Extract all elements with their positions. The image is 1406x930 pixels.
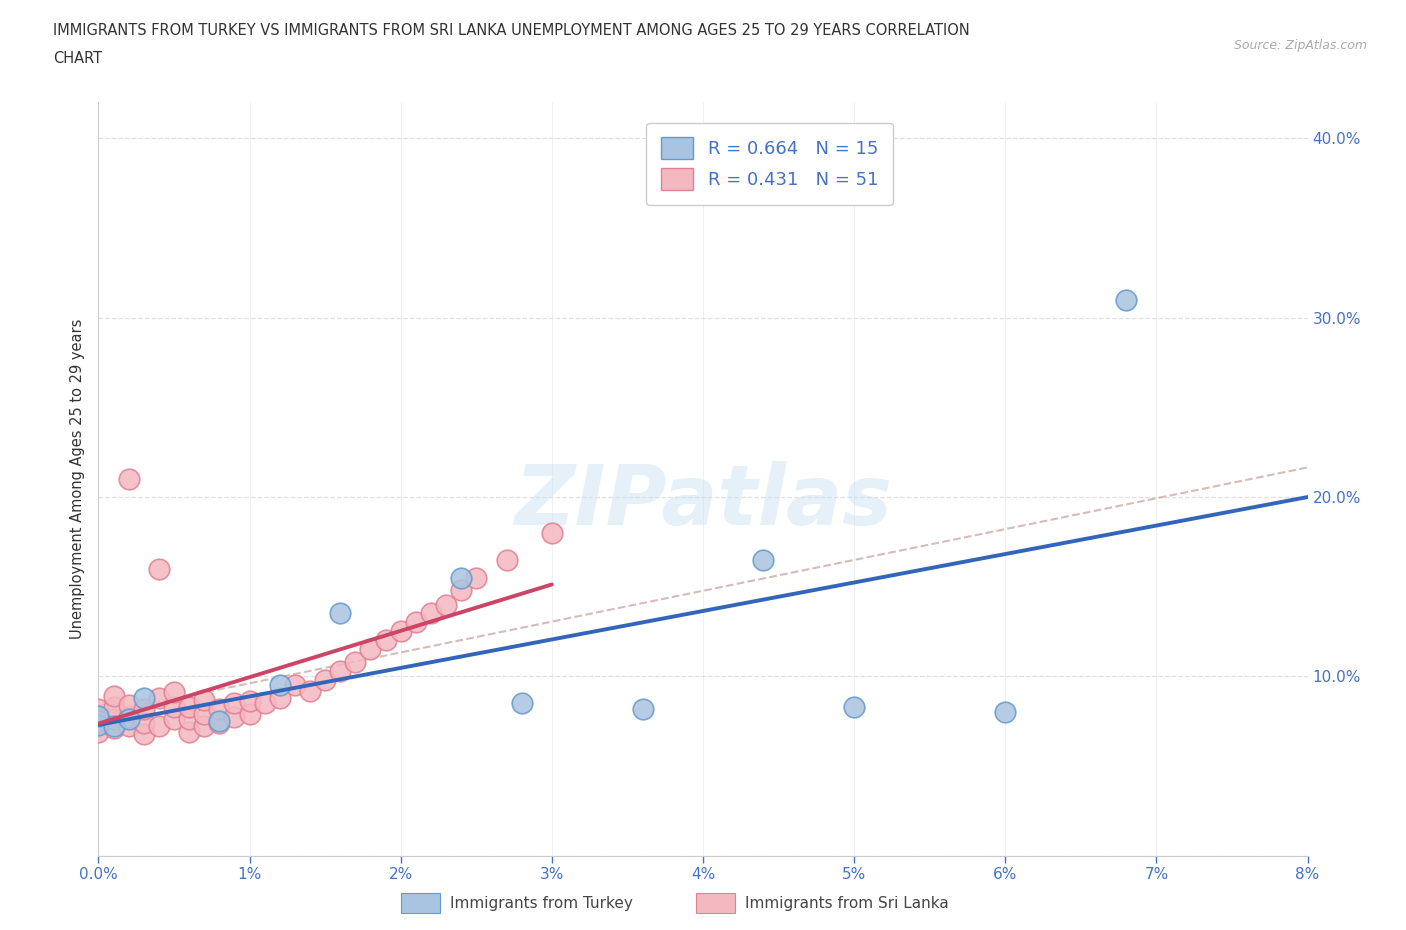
Point (495, 552, 517, 567)
Point (163, 684, 186, 700)
Point (465, 570, 488, 585)
Point (239, 694, 262, 709)
Point (132, 690, 155, 705)
Point (163, 711, 186, 726)
Point (148, 690, 170, 705)
Point (631, 701, 654, 716)
Point (450, 570, 472, 585)
Point (118, 711, 141, 725)
Point (1115, 292, 1137, 307)
Point (193, 719, 215, 734)
Point (208, 715, 231, 730)
Point (163, 699, 186, 714)
Point (148, 561, 170, 576)
Point (284, 678, 307, 693)
Point (103, 711, 125, 726)
Legend: R = 0.664   N = 15, R = 0.431   N = 51: R = 0.664 N = 15, R = 0.431 N = 51 (647, 123, 893, 205)
Point (103, 721, 125, 736)
Point (87, 713, 110, 728)
Text: Source: ZipAtlas.com: Source: ZipAtlas.com (1233, 39, 1367, 52)
Point (374, 633, 396, 648)
Point (389, 624, 412, 639)
Point (269, 690, 291, 705)
Point (193, 692, 215, 707)
Point (87, 717, 110, 732)
Point (450, 583, 472, 598)
Point (148, 719, 170, 734)
Point (344, 655, 367, 670)
Point (87, 724, 110, 739)
Point (132, 701, 155, 716)
Text: ZIPatlas: ZIPatlas (515, 461, 891, 542)
Point (752, 552, 775, 567)
Point (208, 701, 231, 716)
Point (118, 698, 141, 712)
Point (314, 672, 336, 687)
Point (118, 711, 141, 726)
Point (118, 472, 141, 486)
Point (118, 719, 141, 734)
Point (299, 684, 322, 698)
Point (329, 606, 352, 621)
Point (103, 719, 125, 734)
Point (87, 709, 110, 724)
Point (844, 699, 866, 714)
Point (132, 726, 155, 741)
Point (179, 699, 201, 714)
Point (224, 696, 246, 711)
Point (87, 709, 110, 724)
Point (193, 707, 215, 722)
Point (208, 713, 231, 728)
Text: Immigrants from Sri Lanka: Immigrants from Sri Lanka (745, 896, 949, 910)
Point (434, 597, 457, 612)
Point (103, 688, 125, 703)
Y-axis label: Unemployment Among Ages 25 to 29 years: Unemployment Among Ages 25 to 29 years (69, 319, 84, 639)
Text: CHART: CHART (53, 51, 103, 66)
Point (329, 663, 352, 678)
Text: IMMIGRANTS FROM TURKEY VS IMMIGRANTS FROM SRI LANKA UNEMPLOYMENT AMONG AGES 25 T: IMMIGRANTS FROM TURKEY VS IMMIGRANTS FRO… (53, 23, 970, 38)
Point (179, 724, 201, 739)
Point (239, 707, 262, 722)
Point (253, 696, 276, 711)
Point (540, 525, 562, 540)
Text: Immigrants from Turkey: Immigrants from Turkey (450, 896, 633, 910)
Point (87, 717, 110, 732)
Point (360, 642, 382, 657)
Point (994, 705, 1017, 720)
Point (179, 711, 201, 726)
Point (420, 606, 443, 621)
Point (87, 701, 110, 716)
Point (405, 615, 427, 630)
Point (224, 711, 246, 725)
Point (510, 696, 533, 711)
Point (103, 699, 125, 714)
Point (269, 678, 291, 693)
Point (132, 715, 155, 730)
